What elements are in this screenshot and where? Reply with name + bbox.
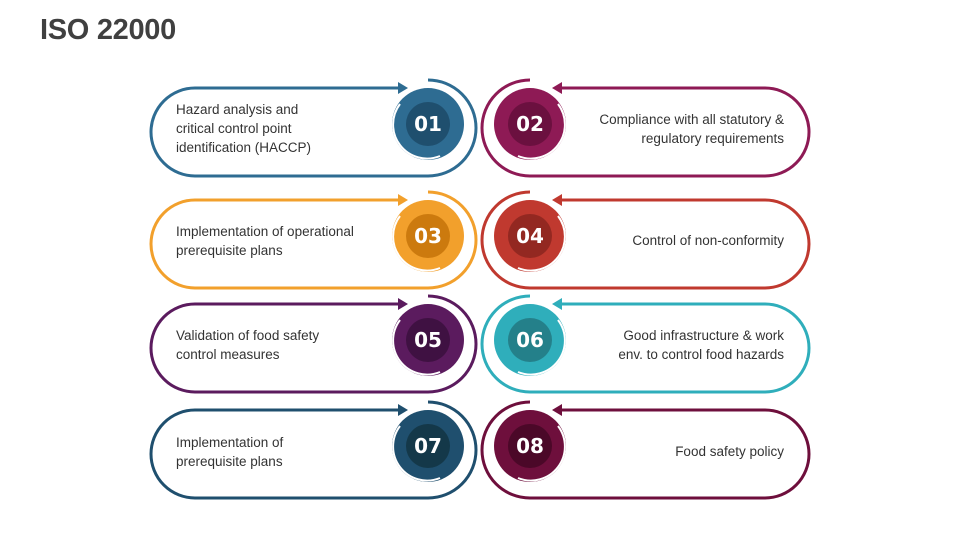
step-label-07: Implementation of prerequisite plans	[176, 435, 284, 469]
step-label-08: Food safety policy	[675, 444, 784, 459]
block-01	[149, 78, 478, 178]
block-04	[480, 190, 811, 290]
block-03	[149, 190, 478, 290]
arrow-left-icon	[552, 298, 562, 310]
step-number-07: 07	[414, 434, 442, 458]
step-number-02: 02	[516, 112, 544, 136]
step-number-04: 04	[516, 224, 544, 248]
step-number-03: 03	[414, 224, 442, 248]
step-number-05: 05	[414, 328, 442, 352]
block-05	[149, 294, 478, 394]
step-number-08: 08	[516, 434, 544, 458]
block-06	[480, 294, 811, 394]
arrow-left-icon	[552, 194, 562, 206]
step-label-05: Validation of food safety control measur…	[176, 328, 320, 362]
arrow-right-icon	[398, 194, 408, 206]
step-label-06: Good infrastructure & work env. to contr…	[618, 328, 784, 362]
step-label-03: Implementation of operational prerequisi…	[176, 224, 354, 258]
page-title: ISO 22000	[40, 14, 176, 46]
step-number-01: 01	[414, 112, 442, 136]
step-label-04: Control of non-conformity	[632, 233, 784, 248]
block-07	[149, 400, 478, 500]
arrow-left-icon	[552, 404, 562, 416]
block-08	[480, 400, 811, 500]
arrow-left-icon	[552, 82, 562, 94]
step-number-06: 06	[516, 328, 544, 352]
step-label-01: Hazard analysis and critical control poi…	[176, 102, 312, 155]
step-label-02: Compliance with all statutory & regulato…	[599, 112, 784, 146]
arrow-right-icon	[398, 404, 408, 416]
arrow-right-icon	[398, 82, 408, 94]
block-02	[480, 78, 811, 178]
arrow-right-icon	[398, 298, 408, 310]
